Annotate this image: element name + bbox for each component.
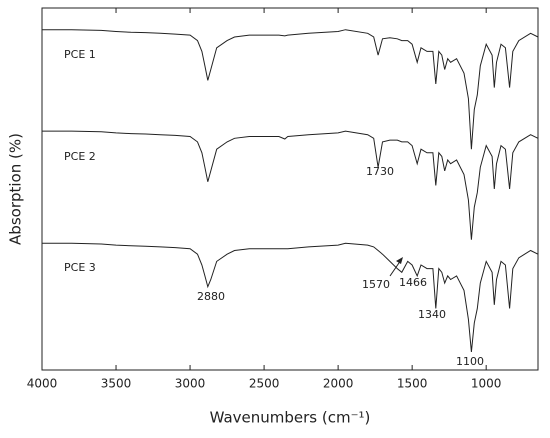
peak-annotation: 1100 — [456, 355, 484, 368]
y-axis-title: Absorption (%) — [7, 133, 25, 245]
peak-annotation: 1340 — [418, 308, 446, 321]
x-tick-label: 3000 — [175, 377, 206, 391]
series-label: PCE 1 — [64, 48, 96, 61]
peak-annotation: 1570 — [362, 278, 390, 291]
series-label: PCE 3 — [64, 261, 96, 274]
x-tick-label: 3500 — [101, 377, 132, 391]
x-tick-label: 2500 — [249, 377, 280, 391]
spectrum-line — [42, 242, 539, 352]
x-axis-title: Wavenumbers (cm⁻¹) — [210, 409, 371, 427]
x-tick-label: 4000 — [27, 377, 58, 391]
peak-annotation: 1466 — [399, 276, 427, 289]
x-tick-label: 2000 — [323, 377, 354, 391]
peak-annotation: 2880 — [197, 290, 225, 303]
x-tick-label: 1500 — [397, 377, 428, 391]
x-tick-label: 1000 — [471, 377, 502, 391]
spectrum-line — [42, 29, 539, 150]
peak-annotation: 1730 — [366, 165, 394, 178]
series-label: PCE 2 — [64, 150, 96, 163]
arrow-head — [396, 257, 403, 264]
plot-frame — [41, 7, 539, 371]
spectrum-line — [42, 130, 539, 240]
